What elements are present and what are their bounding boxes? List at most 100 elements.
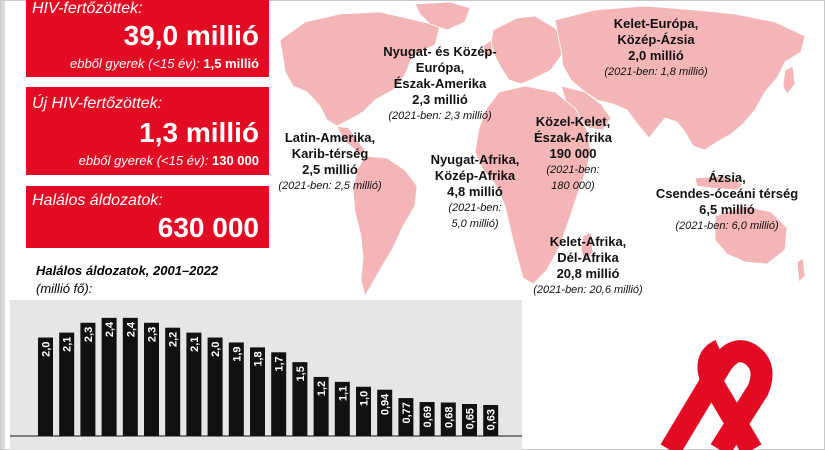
region-value: 6,5 millió xyxy=(699,202,755,217)
chart-title: Halálos áldozatok, 2001–2022 xyxy=(36,263,219,278)
deaths-bar-chart: 2,0 2,1 2,3 2,4 2,4 2,3 2,2 2,1 2,0 1,9 1,8 1,7 1,5 1… xyxy=(10,300,522,450)
bar-2017 xyxy=(377,389,393,436)
bar-value-label: 2,0 xyxy=(41,342,53,357)
bar-value-label: 0,65 xyxy=(465,408,477,429)
region-prev: (2021-ben: 20,6 millió) xyxy=(533,284,643,296)
stat-value: 1,3 millió xyxy=(139,117,259,148)
bar-value-label: 0,69 xyxy=(422,406,434,427)
bar-value-label: 2,4 xyxy=(125,321,137,337)
bar-value-label: 2,3 xyxy=(147,327,159,342)
region-label-middle-east: Közel-Kelet, Észak-Afrika 190 000 (2021-… xyxy=(518,114,628,194)
bar-value-label: 2,2 xyxy=(168,332,180,347)
bar-2003 xyxy=(80,322,96,436)
stat-sub-prefix: ebből gyerek (<15 év): xyxy=(70,56,200,71)
bar-value-label: 2,3 xyxy=(83,327,95,342)
map-asia xyxy=(554,5,806,151)
map-australia xyxy=(714,205,788,265)
stat-subline: ebből gyerek (<15 év): 1,5 millió xyxy=(70,56,259,71)
map-japan xyxy=(782,65,796,95)
region-prev: (2021-ben: xyxy=(448,202,502,214)
region-prev-2: 5,0 millió) xyxy=(451,218,499,230)
bar-2014 xyxy=(313,376,329,436)
map-uk xyxy=(482,39,494,59)
stat-sub-value: 1,5 millió xyxy=(203,56,259,71)
stat-sub-prefix: ebből gyerek (<15 év): xyxy=(78,153,209,168)
stat-sub-value: 130 000 xyxy=(212,153,259,168)
region-name-2: Közép-Ázsia xyxy=(617,32,695,47)
region-name: Latin-Amerika, xyxy=(284,130,376,145)
region-name-2: Csendes-óceáni térség xyxy=(655,186,799,201)
bar-value-label: 2,1 xyxy=(189,337,201,352)
bar-2016 xyxy=(356,386,371,436)
region-name-2: Dél-Afrika xyxy=(557,250,619,265)
map-greenland xyxy=(414,1,471,31)
bar-value-label: 0,63 xyxy=(486,409,498,430)
bar-2015 xyxy=(334,381,350,436)
bar-2001 xyxy=(38,337,53,436)
bar-value-label: 1,8 xyxy=(253,351,265,366)
region-value: 4,8 millió xyxy=(447,184,503,199)
world-map xyxy=(279,1,806,298)
bar-2006 xyxy=(144,322,159,436)
region-name-2: Közép-Afrika xyxy=(434,168,516,183)
region-name: Kelet-Afrika, xyxy=(549,234,627,249)
stat-label: HIV-fertőzöttek: xyxy=(32,0,143,17)
stat-box-deaths: Halálos áldozatok: 630 000 xyxy=(26,186,269,248)
map-new-zealand xyxy=(796,257,806,283)
region-name-2: Karib-térség xyxy=(291,146,369,161)
region-label-latin-america: Latin-Amerika, Karib-térség 2,5 millió (… xyxy=(270,130,390,194)
bar-2019 xyxy=(419,402,435,436)
region-value: 2,0 millió xyxy=(628,48,684,63)
region-value: 20,8 millió xyxy=(556,266,620,281)
region-name: Közel-Kelet, xyxy=(535,114,611,129)
stat-subline: ebből gyerek (<15 év): 130 000 xyxy=(79,153,259,168)
region-name-2: Észak-Amerika xyxy=(393,76,487,91)
region-value: 2,5 millió xyxy=(302,162,358,177)
bar-value-label: 0,94 xyxy=(380,393,392,415)
map-central-america xyxy=(336,125,366,157)
bar-2010 xyxy=(228,342,244,436)
stat-label: Új HIV-fertőzöttek: xyxy=(32,95,163,112)
bar-value-label: 1,2 xyxy=(316,381,328,396)
region-name: Nyugat- és Közép-Európa, xyxy=(383,44,497,75)
region-prev: (2021-ben: 2,5 millió) xyxy=(278,180,382,192)
left-edge-strip xyxy=(0,0,5,450)
region-prev: (2021-ben: xyxy=(546,164,600,176)
region-prev-2: 180 000) xyxy=(551,180,595,192)
map-south-america xyxy=(352,155,418,298)
region-value: 190 000 xyxy=(549,146,597,161)
bar-2013 xyxy=(292,362,308,436)
bar-value-label: 1,5 xyxy=(295,366,307,381)
bar-2018 xyxy=(398,398,414,436)
bar-value-label: 2,1 xyxy=(62,337,74,352)
bar-value-label: 1,7 xyxy=(274,356,286,371)
map-north-america xyxy=(279,11,441,127)
bar-2008 xyxy=(186,332,202,436)
bar-2012 xyxy=(271,352,287,436)
region-prev: (2021-ben: 6,0 millió) xyxy=(675,220,779,232)
region-prev: (2021-ben: 2,3 millió) xyxy=(388,110,492,122)
region-name: Nyugat-Afrika, xyxy=(430,152,520,167)
region-label-west-europe: Nyugat- és Közép-Európa, Észak-Amerika 2… xyxy=(360,44,520,124)
region-label-east-africa: Kelet-Afrika, Dél-Afrika 20,8 millió (20… xyxy=(518,234,658,298)
region-prev: (2021-ben: 1,8 millió) xyxy=(604,66,708,78)
region-name-2: Észak-Afrika xyxy=(533,130,613,145)
stat-box-infected: HIV-fertőzöttek: 39,0 millió ebből gyere… xyxy=(26,0,269,77)
region-label-west-africa: Nyugat-Afrika, Közép-Afrika 4,8 millió (… xyxy=(420,152,530,232)
chart-unit-label: (millió fő): xyxy=(36,281,93,296)
region-name: Kelet-Európa, xyxy=(613,16,699,31)
bar-value-label: 2,4 xyxy=(104,321,116,337)
region-label-east-europe: Kelet-Európa, Közép-Ázsia 2,0 millió (20… xyxy=(586,16,726,80)
bar-value-label: 1,9 xyxy=(231,346,243,361)
bar-value-label: 0,77 xyxy=(401,402,413,423)
map-indonesia xyxy=(694,175,744,191)
bar-2021 xyxy=(462,404,477,436)
bar-2002 xyxy=(59,332,75,436)
map-europe xyxy=(490,15,566,85)
region-name: Ázsia, xyxy=(708,170,746,185)
stat-value: 630 000 xyxy=(157,212,259,243)
bar-2004 xyxy=(101,317,117,436)
bar-2022 xyxy=(483,404,499,436)
bar-value-label: 1,1 xyxy=(337,386,349,401)
stat-box-new: Új HIV-fertőzöttek: 1,3 millió ebből gye… xyxy=(26,87,269,175)
